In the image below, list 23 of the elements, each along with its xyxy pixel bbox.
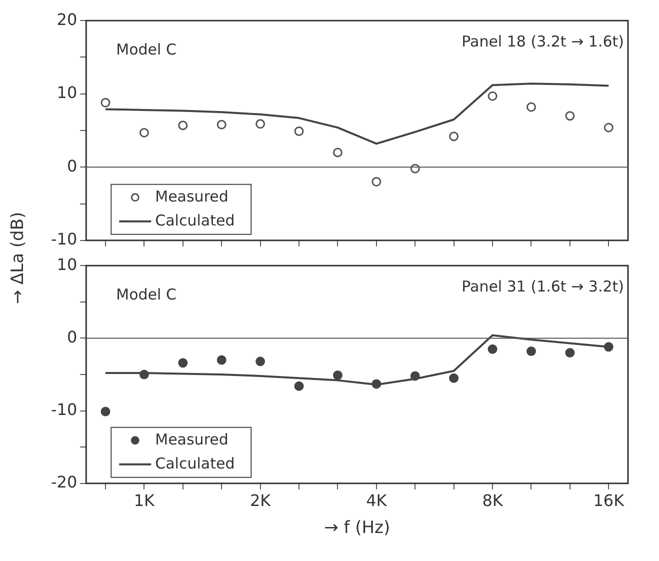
legend-label: Calculated <box>155 211 235 230</box>
legend-label: Calculated <box>155 454 235 472</box>
x-tick-label: 8K <box>482 491 504 510</box>
y-tick-label: 0 <box>66 156 78 176</box>
legend-label: Measured <box>155 187 228 206</box>
y-tick-label: -20 <box>50 472 78 492</box>
y-tick-label: 0 <box>66 327 78 346</box>
y-axis-title: → ΔLa (dB) <box>8 212 28 304</box>
y-tick-label: 20 <box>56 10 78 29</box>
x-tick-label: 16K <box>593 491 625 510</box>
y-tick-label: -10 <box>50 400 78 419</box>
y-tick-label: -10 <box>50 230 78 249</box>
annotation: Model C <box>116 285 176 304</box>
x-tick-label: 2K <box>250 491 272 510</box>
legend-label: Measured <box>155 430 228 448</box>
x-tick-label: 4K <box>366 491 388 510</box>
x-tick-label: 1K <box>134 491 156 510</box>
y-tick-label: 10 <box>56 83 78 102</box>
x-axis-title: → f (Hz) <box>324 518 390 538</box>
annotation: Panel 31 (1.6t → 3.2t) <box>462 277 624 296</box>
annotation: Panel 18 (3.2t → 1.6t) <box>462 32 624 50</box>
annotation: Model C <box>116 40 176 58</box>
y-tick-label: 10 <box>56 254 78 274</box>
